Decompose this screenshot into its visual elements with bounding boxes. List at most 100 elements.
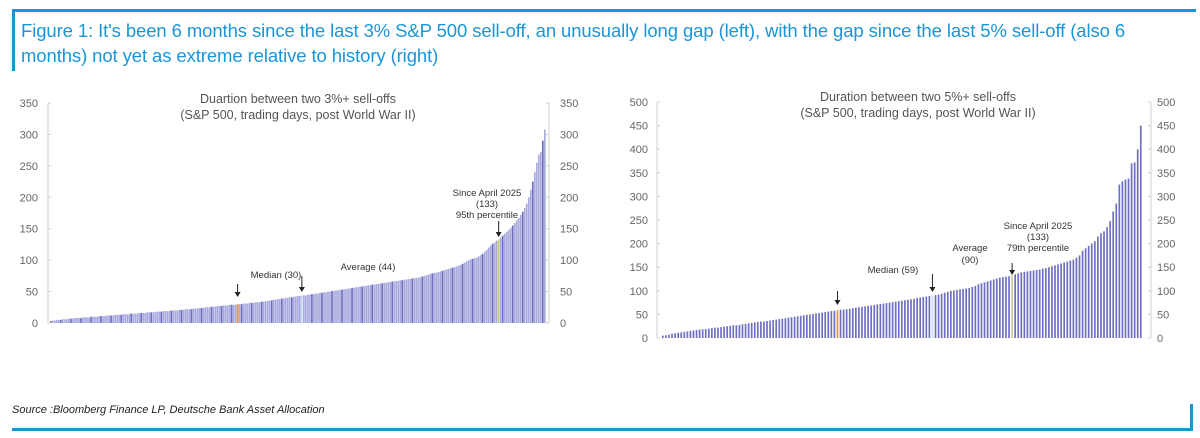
bar bbox=[775, 319, 778, 338]
bar bbox=[1115, 203, 1118, 338]
bar bbox=[677, 332, 680, 338]
bar bbox=[913, 298, 915, 338]
bar bbox=[533, 172, 536, 323]
bar bbox=[453, 267, 456, 323]
bar bbox=[535, 162, 538, 323]
bar bbox=[891, 302, 894, 338]
bar bbox=[790, 317, 793, 338]
bar bbox=[821, 312, 823, 338]
bar bbox=[178, 309, 181, 323]
bar bbox=[303, 295, 305, 323]
bar bbox=[329, 291, 331, 323]
bar bbox=[232, 304, 235, 323]
annotation-label: Average (44) bbox=[341, 262, 396, 273]
bar bbox=[723, 326, 725, 338]
bar bbox=[162, 311, 165, 323]
bar bbox=[680, 332, 683, 338]
bar bbox=[301, 295, 303, 323]
bar bbox=[937, 294, 940, 338]
bar bbox=[315, 293, 317, 323]
bar bbox=[246, 303, 249, 323]
bar bbox=[106, 315, 108, 323]
annotation-label: Median (30) bbox=[251, 270, 302, 281]
bar bbox=[427, 274, 430, 323]
bar bbox=[54, 320, 56, 323]
bar bbox=[333, 290, 335, 323]
bar bbox=[904, 300, 906, 338]
bar bbox=[244, 303, 247, 323]
bar bbox=[397, 280, 400, 323]
bar bbox=[1084, 248, 1087, 338]
y-tick-label-left: 100 bbox=[630, 286, 648, 298]
bar bbox=[1139, 125, 1142, 338]
bar bbox=[100, 316, 102, 323]
bar bbox=[461, 263, 464, 323]
bar bbox=[365, 285, 367, 323]
bar bbox=[395, 280, 398, 323]
bar bbox=[258, 302, 261, 323]
bar bbox=[671, 333, 673, 338]
chart-3pct-selloffs: Duartion between two 3%+ sell-offs (S&P … bbox=[20, 92, 579, 330]
bar bbox=[60, 319, 62, 323]
bar bbox=[226, 305, 229, 323]
chart-5pct-selloffs: Duration between two 5%+ sell-offs (S&P … bbox=[630, 90, 1176, 345]
bar bbox=[184, 309, 187, 323]
bar bbox=[78, 317, 80, 323]
y-tick-label-right: 250 bbox=[560, 161, 578, 173]
bar bbox=[361, 286, 363, 323]
bar bbox=[999, 277, 1001, 338]
bar bbox=[465, 261, 468, 323]
bar bbox=[1075, 257, 1078, 338]
bar bbox=[485, 250, 488, 323]
bar bbox=[349, 288, 351, 323]
bar bbox=[781, 318, 784, 338]
y-tick-label-right: 200 bbox=[560, 192, 578, 204]
bar bbox=[190, 309, 193, 323]
bar bbox=[319, 292, 321, 323]
bar bbox=[425, 275, 428, 323]
bar bbox=[218, 306, 221, 323]
bar bbox=[1048, 267, 1050, 338]
bar bbox=[112, 315, 114, 323]
bar bbox=[1124, 179, 1127, 338]
bar bbox=[337, 290, 339, 323]
bar bbox=[70, 318, 72, 323]
bar bbox=[463, 262, 466, 323]
axes-group: 0 0 50 50 100 100 150 150 200 200 250 250 300 300 350 3… bbox=[630, 97, 1176, 345]
bar bbox=[102, 316, 104, 323]
y-tick-label-left: 450 bbox=[630, 121, 648, 133]
bar bbox=[363, 285, 365, 323]
bar bbox=[683, 331, 686, 338]
bar bbox=[744, 323, 747, 338]
bar bbox=[1100, 233, 1102, 338]
bar bbox=[946, 291, 949, 338]
bar bbox=[1066, 261, 1069, 338]
bar bbox=[928, 295, 931, 338]
y-tick-label-left: 50 bbox=[26, 287, 38, 299]
bar bbox=[72, 318, 74, 323]
bar bbox=[419, 277, 422, 323]
bar bbox=[842, 309, 845, 338]
bar bbox=[214, 306, 217, 323]
chart-subtitle: (S&P 500, trading days, post World War I… bbox=[180, 108, 415, 122]
bar bbox=[186, 309, 189, 323]
y-tick-label-right: 250 bbox=[1157, 215, 1175, 227]
bar bbox=[208, 307, 211, 323]
bar bbox=[756, 321, 759, 338]
bar bbox=[1020, 272, 1023, 338]
bar bbox=[772, 320, 774, 338]
bar bbox=[138, 312, 141, 323]
bar bbox=[339, 289, 341, 323]
y-tick-label-left: 350 bbox=[20, 98, 38, 110]
bar bbox=[729, 325, 732, 338]
y-tick-label-left: 350 bbox=[630, 168, 648, 180]
bar bbox=[1014, 274, 1017, 338]
bar bbox=[122, 314, 124, 323]
bar bbox=[369, 285, 371, 323]
bar bbox=[409, 279, 412, 323]
bar bbox=[824, 312, 827, 338]
bar bbox=[313, 294, 315, 323]
bar bbox=[202, 307, 205, 323]
bar bbox=[323, 292, 325, 323]
bar bbox=[66, 319, 68, 323]
